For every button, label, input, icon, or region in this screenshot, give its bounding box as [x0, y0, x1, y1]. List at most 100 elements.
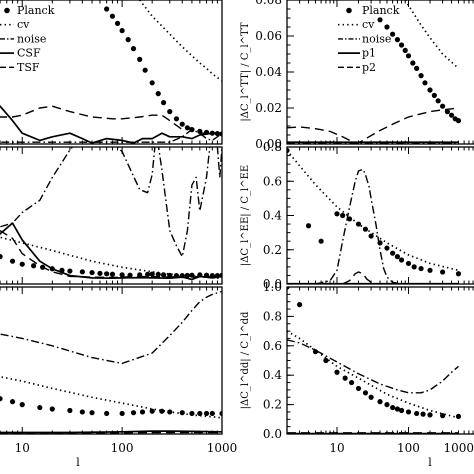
data-point [440, 269, 446, 275]
data-point [431, 92, 437, 98]
y-axis-title: |ΔC_l^TT| / C_l^TT [240, 22, 251, 122]
x-ticks [0, 147, 223, 284]
series-cv-right-bottom [287, 330, 459, 419]
x-tick-label: 1000 [443, 441, 474, 455]
data-point [334, 369, 340, 375]
data-point [455, 271, 462, 277]
data-point [444, 109, 450, 115]
data-point [405, 260, 412, 267]
data-point [394, 406, 401, 412]
data-point [362, 390, 369, 396]
panel-right-bottom: 0.0 0.2 0.4 0.6 0.8 1.0 10 100 1000 l |ΔC_l^dd| / … [240, 280, 474, 469]
legend-label: Planck [17, 4, 55, 17]
panel-right-middle: 0.0 0.2 0.4 0.6 0.8 |ΔC_l^EE| / C_l^EE [240, 140, 474, 291]
x-axis-title: l [428, 456, 432, 469]
data-point [145, 271, 151, 278]
data-point [414, 65, 420, 71]
data-point [9, 258, 16, 264]
data-point [323, 357, 329, 364]
data-point [384, 402, 390, 408]
data-point [19, 261, 25, 267]
data-point [410, 60, 416, 66]
y-ticks: 0.0 0.2 0.4 0.6 0.8 1.0 [263, 280, 294, 441]
x-ticks [0, 287, 223, 434]
data-point [109, 13, 116, 19]
panel-frame [0, 286, 223, 435]
data-point [390, 31, 396, 37]
data-point [368, 233, 374, 239]
x-tick-label: 1000 [207, 441, 238, 455]
data-point [402, 47, 408, 54]
data-point [49, 406, 55, 412]
data-point [355, 385, 362, 392]
data-point [119, 272, 125, 278]
data-point [89, 269, 95, 276]
data-point [342, 375, 348, 381]
y-tick-label: 0.4 [263, 368, 282, 382]
legend-label: noise [362, 32, 391, 45]
data-point [455, 413, 462, 419]
data-point [422, 80, 428, 86]
y-tick-label: 0.6 [263, 174, 282, 188]
y-tick-label: 0.0 [263, 427, 282, 441]
series-tsf-left-bottom [0, 431, 222, 434]
series-planck-right-bottom [287, 287, 462, 419]
series-csf-left-middle [0, 222, 222, 281]
x-ticks [286, 147, 474, 284]
legend-label: p1 [362, 47, 376, 60]
data-point [448, 112, 455, 118]
y-tick-label: 1.0 [263, 280, 282, 294]
data-point [394, 37, 401, 43]
data-point [390, 250, 396, 256]
series-group [287, 0, 462, 144]
y-axis-title: |ΔC_l^EE| / C_l^EE [240, 165, 251, 266]
series-p2-right-middle [342, 271, 377, 284]
data-point [334, 211, 340, 217]
data-point [104, 271, 110, 277]
data-point [179, 410, 185, 416]
data-point [167, 409, 173, 415]
data-point [340, 212, 346, 219]
data-point [0, 254, 3, 260]
panel-frame [0, 146, 223, 285]
legend-label: noise [17, 32, 46, 45]
data-point [0, 396, 3, 402]
data-point [79, 409, 85, 415]
series-planck-left-bottom [0, 396, 222, 417]
data-point [104, 6, 110, 12]
data-point [179, 121, 185, 127]
data-point [67, 268, 73, 274]
data-point [114, 20, 121, 26]
series-noise-right-bottom [287, 339, 459, 394]
y-tick-label: 0.2 [263, 398, 282, 412]
data-point [394, 254, 401, 260]
data-point [89, 410, 95, 416]
x-axis-title: l [76, 456, 80, 469]
legend-label: p2 [362, 61, 376, 74]
series-group [0, 147, 222, 281]
data-point [427, 412, 433, 418]
data-point [384, 245, 390, 251]
data-point [418, 265, 424, 272]
series-planck-right-top [377, 17, 462, 124]
y-tick-label: 0.06 [255, 29, 282, 43]
data-point [377, 399, 383, 405]
series-group [287, 287, 462, 434]
data-point [125, 37, 131, 43]
data-point [398, 42, 405, 48]
y-tick-label: 0.08 [255, 0, 282, 7]
data-point [355, 221, 362, 227]
x-ticks [286, 287, 474, 434]
series-cv-left-top [139, 0, 222, 82]
legend-key [346, 7, 352, 14]
y-ticks: 0.00 0.02 0.04 0.06 0.08 [255, 0, 294, 151]
data-point [414, 410, 420, 417]
data-point [287, 287, 290, 290]
data-point [209, 410, 215, 417]
data-point [149, 408, 155, 414]
data-point [149, 80, 155, 86]
data-point [119, 28, 125, 34]
series-csf-left-top [0, 104, 222, 144]
